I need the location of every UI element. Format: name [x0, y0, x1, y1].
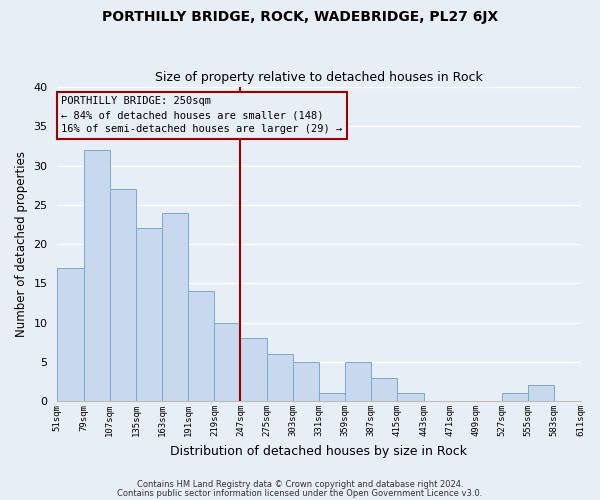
- Bar: [162, 212, 188, 401]
- Bar: [241, 338, 266, 401]
- Bar: [58, 268, 83, 401]
- Text: PORTHILLY BRIDGE, ROCK, WADEBRIDGE, PL27 6JX: PORTHILLY BRIDGE, ROCK, WADEBRIDGE, PL27…: [102, 10, 498, 24]
- Bar: [502, 394, 528, 401]
- Bar: [371, 378, 397, 401]
- Bar: [266, 354, 293, 401]
- Bar: [528, 386, 554, 401]
- Text: Contains HM Land Registry data © Crown copyright and database right 2024.: Contains HM Land Registry data © Crown c…: [137, 480, 463, 489]
- Title: Size of property relative to detached houses in Rock: Size of property relative to detached ho…: [155, 72, 483, 85]
- Bar: [110, 189, 136, 401]
- Bar: [136, 228, 162, 401]
- X-axis label: Distribution of detached houses by size in Rock: Distribution of detached houses by size …: [170, 444, 467, 458]
- Bar: [319, 394, 345, 401]
- Bar: [214, 322, 241, 401]
- Bar: [293, 362, 319, 401]
- Bar: [345, 362, 371, 401]
- Bar: [397, 394, 424, 401]
- Text: PORTHILLY BRIDGE: 250sqm
← 84% of detached houses are smaller (148)
16% of semi-: PORTHILLY BRIDGE: 250sqm ← 84% of detach…: [61, 96, 343, 134]
- Y-axis label: Number of detached properties: Number of detached properties: [15, 151, 28, 337]
- Text: Contains public sector information licensed under the Open Government Licence v3: Contains public sector information licen…: [118, 489, 482, 498]
- Bar: [188, 291, 214, 401]
- Bar: [83, 150, 110, 401]
